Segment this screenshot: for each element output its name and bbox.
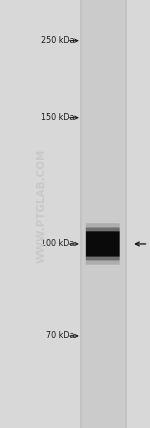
Text: 100 kDa: 100 kDa [41, 239, 74, 249]
Text: 150 kDa: 150 kDa [41, 113, 74, 122]
FancyBboxPatch shape [86, 231, 120, 256]
Text: 250 kDa: 250 kDa [41, 36, 74, 45]
FancyBboxPatch shape [86, 223, 120, 265]
Bar [82, 0, 125, 428]
FancyBboxPatch shape [86, 228, 120, 261]
Text: 70 kDa: 70 kDa [46, 331, 74, 341]
Text: WWW.PTGLAB.COM: WWW.PTGLAB.COM [37, 148, 47, 263]
Bar [80, 0, 127, 428]
